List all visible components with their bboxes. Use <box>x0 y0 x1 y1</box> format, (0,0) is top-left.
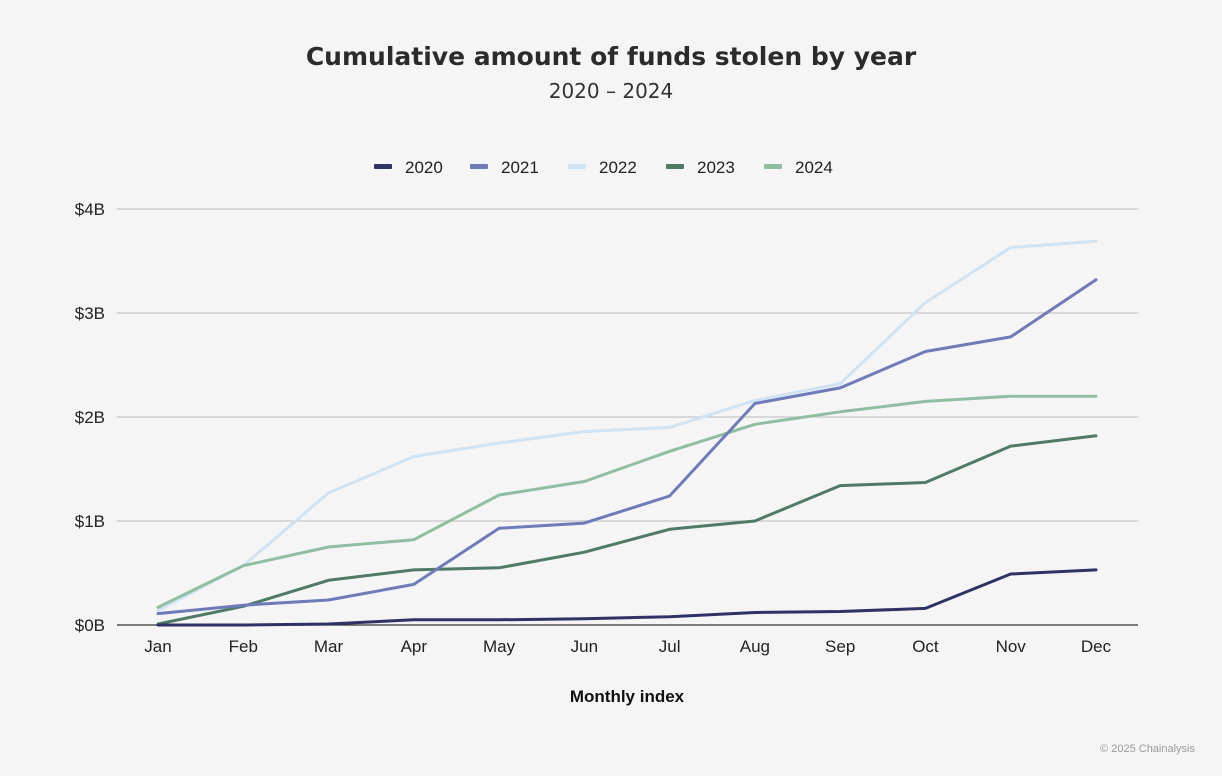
x-tick-label: Apr <box>401 637 428 656</box>
series-line-2024 <box>156 394 1098 609</box>
legend-label-2023: 2023 <box>697 158 735 177</box>
y-tick-label: $0B <box>75 616 105 635</box>
legend-swatch-2023 <box>666 164 684 169</box>
x-tick-label: Sep <box>825 637 855 656</box>
y-tick-label: $2B <box>75 408 105 427</box>
series-lines <box>156 239 1098 627</box>
chart-title: Cumulative amount of funds stolen by yea… <box>305 42 917 71</box>
series-line-2021 <box>156 278 1098 616</box>
y-tick-label: $4B <box>75 200 105 219</box>
x-axis-title: Monthly index <box>570 687 685 706</box>
y-tick-label: $3B <box>75 304 105 323</box>
credit-text: © 2025 Chainalysis <box>1100 743 1195 755</box>
legend-swatch-2024 <box>764 164 782 169</box>
x-tick-label: Mar <box>314 637 344 656</box>
series-line-2023 <box>156 434 1098 626</box>
legend-label-2024: 2024 <box>795 158 833 177</box>
chart-subtitle: 2020 – 2024 <box>548 79 674 103</box>
x-tick-label: Dec <box>1081 637 1112 656</box>
gridlines <box>117 208 1138 626</box>
x-tick-label: Oct <box>912 637 939 656</box>
x-axis-ticks: Jan Feb Mar Apr May Jun Jul Aug Sep Oct Nov Dec <box>144 637 1111 656</box>
x-tick-label: Aug <box>740 637 770 656</box>
y-axis-ticks: $0B $1B $2B $3B $4B <box>75 200 105 635</box>
series-line-2020 <box>156 568 1098 627</box>
x-tick-label: Jun <box>571 637 598 656</box>
y-tick-label: $1B <box>75 512 105 531</box>
series-line-2022 <box>156 239 1098 612</box>
x-tick-label: May <box>483 637 516 656</box>
x-tick-label: Jul <box>659 637 681 656</box>
x-tick-label: Nov <box>996 637 1027 656</box>
legend-swatch-2021 <box>470 164 488 169</box>
legend-swatch-2022 <box>568 164 586 169</box>
legend-label-2020: 2020 <box>405 158 443 177</box>
legend-label-2021: 2021 <box>501 158 539 177</box>
legend: 2020 2021 2022 2023 2024 <box>374 158 833 177</box>
legend-label-2022: 2022 <box>599 158 637 177</box>
x-tick-label: Jan <box>144 637 171 656</box>
x-tick-label: Feb <box>229 637 258 656</box>
legend-swatch-2020 <box>374 164 392 169</box>
